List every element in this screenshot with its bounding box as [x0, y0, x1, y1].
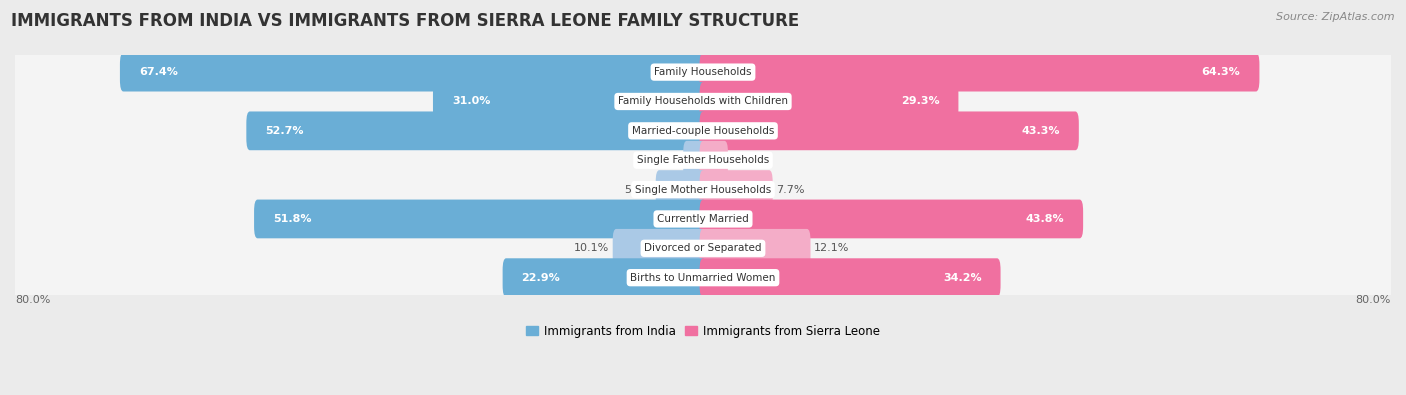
Bar	[686, 241, 703, 256]
FancyBboxPatch shape	[13, 169, 1393, 210]
Text: 80.0%: 80.0%	[15, 295, 51, 305]
Text: 43.3%: 43.3%	[1021, 126, 1060, 136]
Text: Single Father Households: Single Father Households	[637, 155, 769, 165]
Text: 31.0%: 31.0%	[451, 96, 491, 107]
Bar	[686, 182, 703, 197]
FancyBboxPatch shape	[683, 141, 706, 180]
Legend: Immigrants from India, Immigrants from Sierra Leone: Immigrants from India, Immigrants from S…	[522, 320, 884, 342]
Text: 12.1%: 12.1%	[814, 243, 849, 253]
Text: IMMIGRANTS FROM INDIA VS IMMIGRANTS FROM SIERRA LEONE FAMILY STRUCTURE: IMMIGRANTS FROM INDIA VS IMMIGRANTS FROM…	[11, 12, 800, 30]
Bar	[703, 152, 720, 168]
Bar	[703, 270, 720, 285]
Text: 67.4%: 67.4%	[139, 67, 177, 77]
FancyBboxPatch shape	[655, 170, 706, 209]
FancyBboxPatch shape	[246, 111, 706, 150]
Text: Single Mother Households: Single Mother Households	[636, 184, 770, 195]
FancyBboxPatch shape	[13, 111, 1393, 151]
FancyBboxPatch shape	[700, 199, 1083, 238]
Text: 7.7%: 7.7%	[776, 184, 804, 195]
FancyBboxPatch shape	[13, 140, 1393, 181]
Text: 22.9%: 22.9%	[522, 273, 560, 283]
FancyBboxPatch shape	[700, 82, 959, 121]
Text: 52.7%: 52.7%	[266, 126, 304, 136]
FancyBboxPatch shape	[502, 258, 706, 297]
Text: Divorced or Separated: Divorced or Separated	[644, 243, 762, 253]
Text: 5.1%: 5.1%	[624, 184, 652, 195]
Text: Source: ZipAtlas.com: Source: ZipAtlas.com	[1277, 12, 1395, 22]
FancyBboxPatch shape	[13, 52, 1393, 92]
FancyBboxPatch shape	[700, 53, 1260, 92]
FancyBboxPatch shape	[433, 82, 706, 121]
Bar	[686, 64, 703, 80]
Text: 29.3%: 29.3%	[901, 96, 939, 107]
Text: 1.9%: 1.9%	[651, 155, 679, 165]
Text: Family Households: Family Households	[654, 67, 752, 77]
FancyBboxPatch shape	[254, 199, 706, 238]
Text: Married-couple Households: Married-couple Households	[631, 126, 775, 136]
Bar	[686, 211, 703, 227]
Bar	[703, 64, 720, 80]
FancyBboxPatch shape	[700, 229, 810, 268]
Text: 43.8%: 43.8%	[1025, 214, 1064, 224]
Text: 80.0%: 80.0%	[1355, 295, 1391, 305]
FancyBboxPatch shape	[700, 111, 1078, 150]
FancyBboxPatch shape	[13, 81, 1393, 122]
FancyBboxPatch shape	[613, 229, 706, 268]
FancyBboxPatch shape	[13, 258, 1393, 298]
Bar	[686, 270, 703, 285]
FancyBboxPatch shape	[120, 53, 706, 92]
Text: 51.8%: 51.8%	[273, 214, 312, 224]
Text: Family Households with Children: Family Households with Children	[619, 96, 787, 107]
Bar	[686, 123, 703, 139]
Text: 34.2%: 34.2%	[943, 273, 981, 283]
Text: 64.3%: 64.3%	[1202, 67, 1240, 77]
Bar	[703, 241, 720, 256]
Bar	[686, 94, 703, 109]
Bar	[703, 182, 720, 197]
Bar	[703, 123, 720, 139]
Text: Births to Unmarried Women: Births to Unmarried Women	[630, 273, 776, 283]
FancyBboxPatch shape	[13, 199, 1393, 239]
FancyBboxPatch shape	[700, 258, 1001, 297]
Text: 10.1%: 10.1%	[574, 243, 609, 253]
Text: Currently Married: Currently Married	[657, 214, 749, 224]
Bar	[703, 94, 720, 109]
FancyBboxPatch shape	[13, 228, 1393, 269]
FancyBboxPatch shape	[700, 141, 728, 180]
FancyBboxPatch shape	[700, 170, 773, 209]
Bar	[686, 152, 703, 168]
Bar	[703, 211, 720, 227]
Text: 2.5%: 2.5%	[731, 155, 759, 165]
